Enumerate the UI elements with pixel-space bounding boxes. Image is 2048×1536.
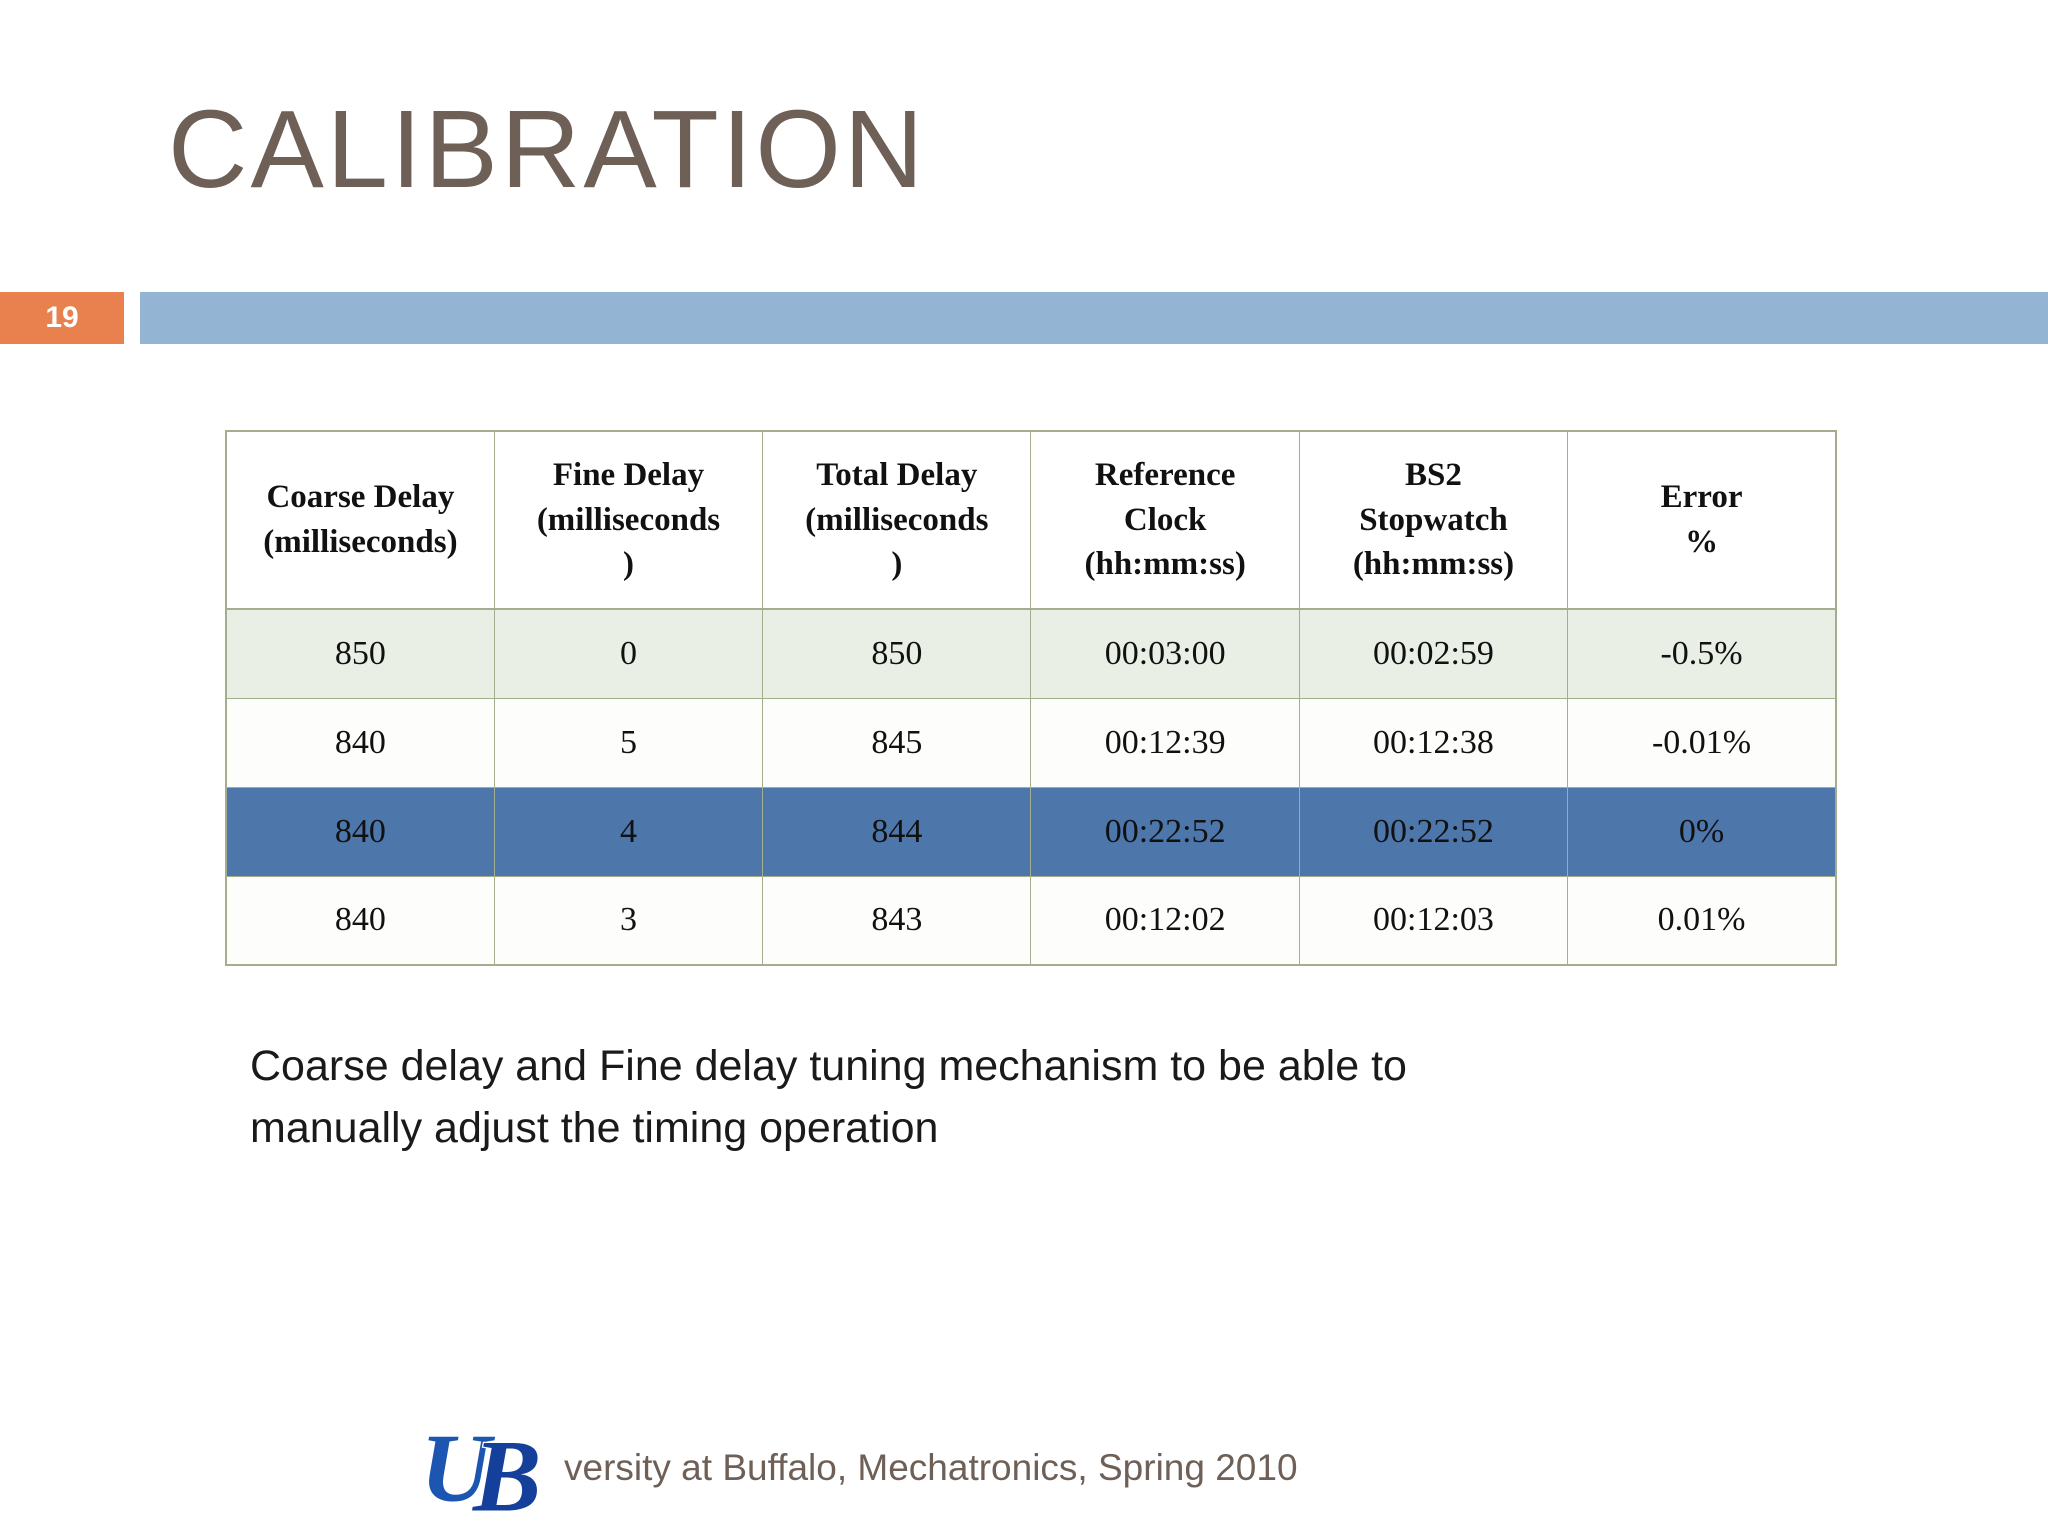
table-cell: 840: [225, 697, 495, 788]
accent-band: [140, 292, 2048, 344]
table-cell: 0: [493, 608, 764, 699]
column-header: Total Delay (milliseconds ): [762, 430, 1032, 610]
table-header-row: Coarse Delay (milliseconds) Fine Delay (m…: [225, 430, 1837, 610]
table-cell: 0.01%: [1567, 875, 1837, 966]
table-cell: 00:03:00: [1030, 608, 1300, 699]
table-cell: 00:12:02: [1030, 875, 1300, 966]
table-cell: 00:22:52: [1298, 786, 1569, 877]
footer-text: versity at Buffalo, Mechatronics, Spring…: [564, 1447, 1298, 1488]
svg-text:B: B: [472, 1421, 541, 1519]
table-cell: 840: [225, 875, 495, 966]
table-cell: 00:22:52: [1030, 786, 1300, 877]
column-header: Reference Clock (hh:mm:ss): [1030, 430, 1300, 610]
table-cell: 845: [762, 697, 1032, 788]
table-cell: 5: [493, 697, 764, 788]
page-number-badge: 19: [0, 292, 124, 344]
ub-logo-icon: U B: [419, 1418, 542, 1519]
column-header: BS2 Stopwatch (hh:mm:ss): [1298, 430, 1569, 610]
table-cell: 4: [493, 786, 764, 877]
table-cell: -0.5%: [1567, 608, 1837, 699]
column-header: Error %: [1567, 430, 1837, 610]
table-row: 840 4 844 00:22:52 00:22:52 0%: [225, 786, 1837, 877]
table-cell: 00:12:38: [1298, 697, 1569, 788]
table-cell: 850: [225, 608, 495, 699]
table-body: 850 0 850 00:03:00 00:02:59 -0.5% 840 5 845 00:12…: [225, 608, 1837, 966]
footer: U B versity at Buffalo, Mechatronics, Sp…: [418, 1418, 1298, 1519]
table-cell: 00:12:03: [1298, 875, 1569, 966]
table-row: 840 5 845 00:12:39 00:12:38 -0.01%: [225, 697, 1837, 788]
table-header: Coarse Delay (milliseconds) Fine Delay (m…: [225, 430, 1837, 610]
table-cell: 840: [225, 786, 495, 877]
table-cell: 0%: [1567, 786, 1837, 877]
table-row: 840 3 843 00:12:02 00:12:03 0.01%: [225, 875, 1837, 966]
table-cell: 3: [493, 875, 764, 966]
table-cell: 00:12:39: [1030, 697, 1300, 788]
table-cell: 844: [762, 786, 1032, 877]
header-band-row: 19: [0, 292, 2048, 344]
svg-text:U: U: [421, 1418, 496, 1518]
table-cell: 00:02:59: [1298, 608, 1569, 699]
column-header: Fine Delay (milliseconds ): [493, 430, 764, 610]
table-row: 850 0 850 00:03:00 00:02:59 -0.5%: [225, 608, 1837, 699]
table-cell: 850: [762, 608, 1032, 699]
table-cell: -0.01%: [1567, 697, 1837, 788]
column-header: Coarse Delay (milliseconds): [225, 430, 495, 610]
calibration-table: Coarse Delay (milliseconds) Fine Delay (m…: [225, 430, 1837, 966]
table-cell: 843: [762, 875, 1032, 966]
slide-title: CALIBRATION: [168, 88, 927, 211]
slide-caption: Coarse delay and Fine delay tuning mecha…: [250, 1042, 1407, 1153]
